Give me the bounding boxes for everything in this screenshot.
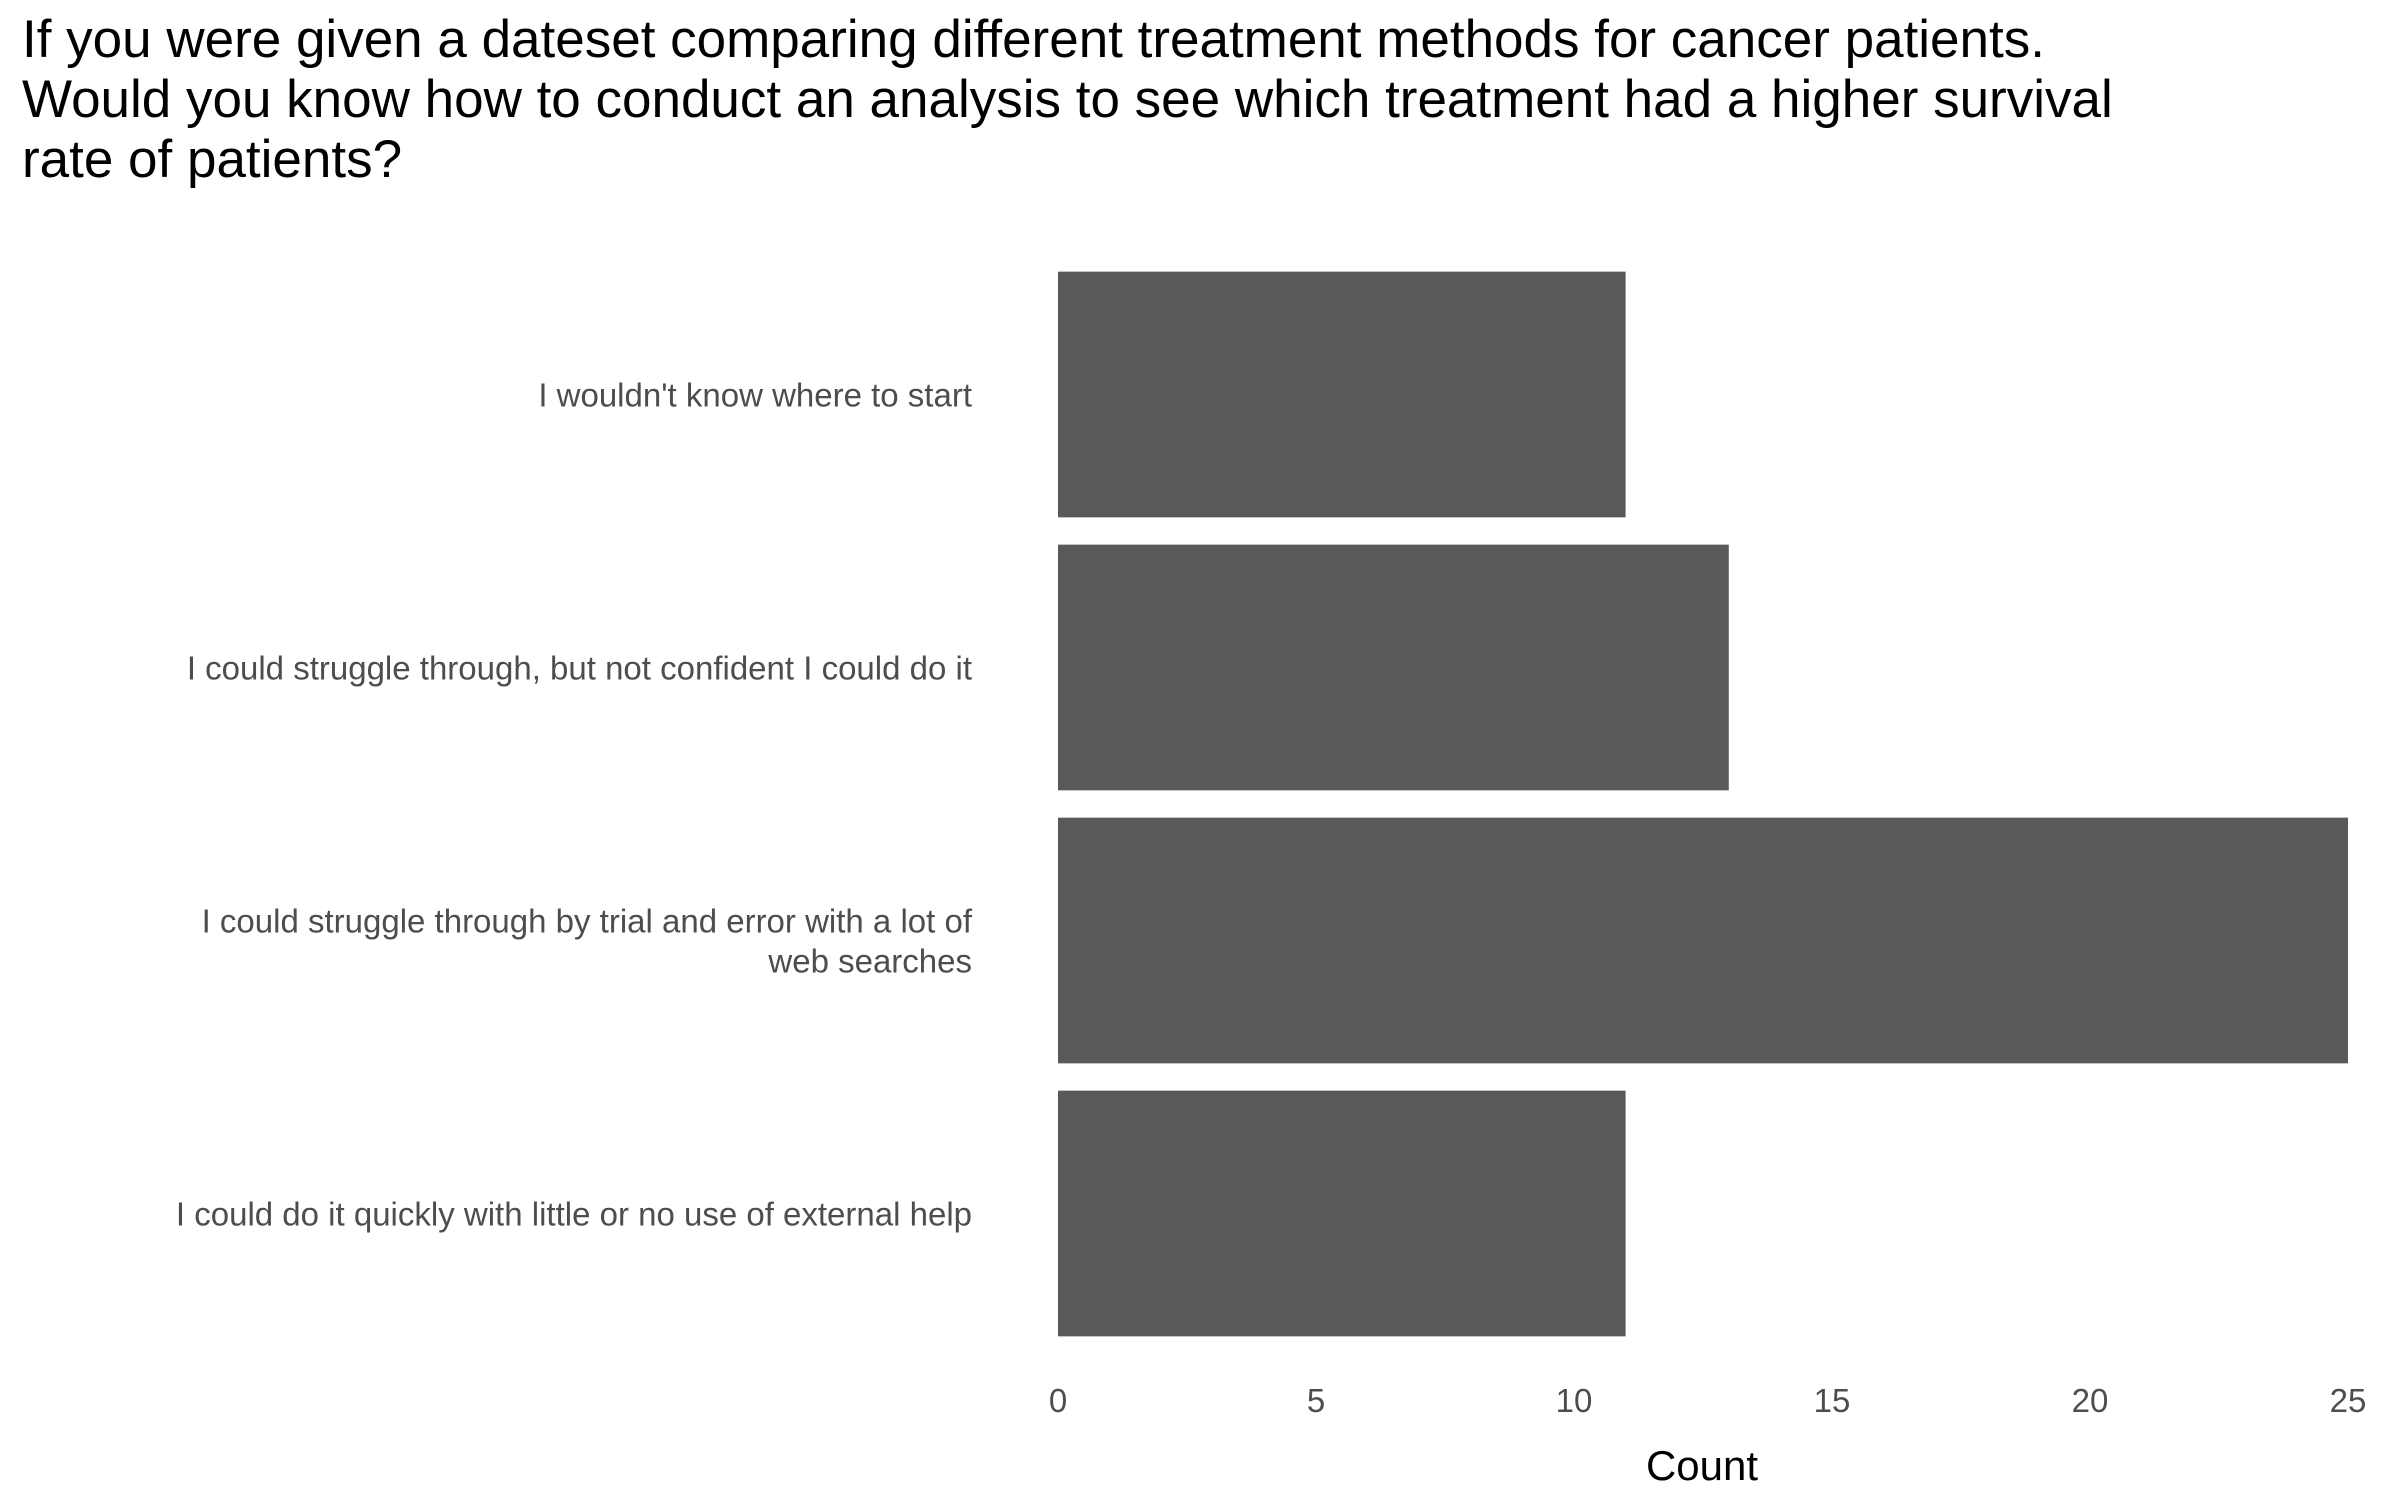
x-tick-label: 25: [2330, 1382, 2367, 1419]
bar: [1058, 1090, 1626, 1337]
x-tick-label: 0: [1049, 1382, 1067, 1419]
category-label: I wouldn't know where to start: [538, 377, 972, 414]
category-label: I could struggle through, but not confid…: [187, 650, 972, 687]
x-tick-label: 10: [1556, 1382, 1593, 1419]
bar: [1058, 271, 1626, 518]
category-label: I could struggle through by trial and er…: [202, 903, 973, 980]
x-tick-label: 5: [1307, 1382, 1325, 1419]
x-axis-title: Count: [1646, 1442, 1758, 1489]
bar: [1058, 817, 2348, 1064]
category-labels: I wouldn't know where to start I could st…: [176, 377, 973, 1233]
x-tick-label: 15: [1814, 1382, 1851, 1419]
category-label: I could do it quickly with little or no …: [176, 1196, 972, 1233]
x-axis-ticks: 0 5 10 15 20 25: [1049, 1382, 2367, 1419]
chart-title: If you were given a dateset comparing di…: [22, 10, 2113, 189]
x-tick-label: 20: [2072, 1382, 2109, 1419]
bars-group: [1058, 271, 2348, 1337]
bar: [1058, 544, 1729, 791]
